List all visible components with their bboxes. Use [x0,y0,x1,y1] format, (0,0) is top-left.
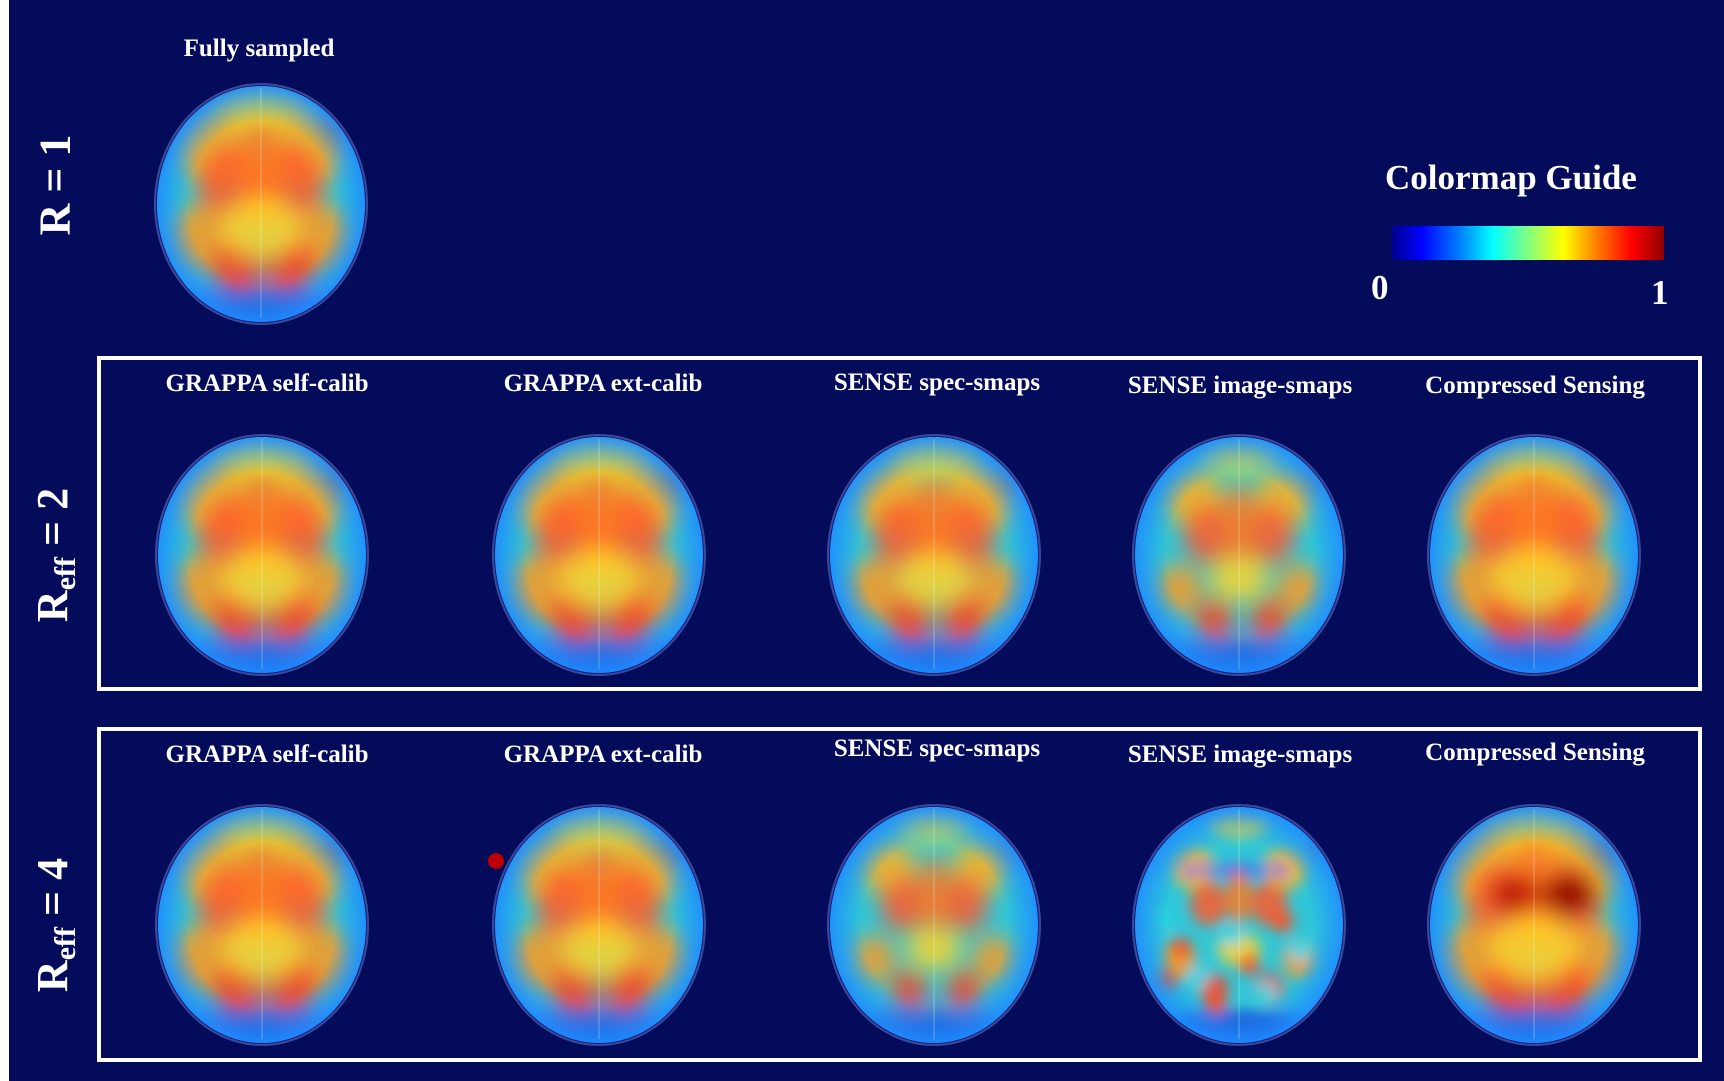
brain-map-fully-sampled [154,83,368,325]
brain-map-sense-spec [827,804,1041,1046]
panel-reff4: GRAPPA self-calib GRAPPA ext-calib SENSE… [97,727,1702,1062]
col-title-compressed-sensing: Compressed Sensing [1425,739,1645,766]
col-title-grappa-self: GRAPPA self-calib [165,741,369,768]
brain-map-sense-spec [827,434,1041,676]
row-label-reff4: Reff = 4 [28,857,82,993]
col-title-sense-image: SENSE image-smaps [1127,741,1353,768]
brain-map-grappa-ext [492,434,706,676]
colormap-bar [1392,226,1664,260]
figure-canvas: R = 1 Fully sampled Colormap Guide 0 1 R… [9,0,1724,1081]
colormap-min-label: 0 [1371,268,1389,307]
brain-map-grappa-ext [488,804,706,1046]
column-title-fully-sampled: Fully sampled [183,35,335,62]
brain-map-grappa-self [155,434,369,676]
brain-map-sense-image [1132,434,1346,676]
col-title-grappa-ext: GRAPPA ext-calib [503,370,703,397]
col-title-sense-spec: SENSE spec-smaps [833,735,1041,762]
brain-map-compressed-sensing [1427,434,1641,676]
col-title-grappa-ext: GRAPPA ext-calib [503,741,703,768]
panel-reff2: GRAPPA self-calib GRAPPA ext-calib SENSE… [97,356,1702,691]
col-title-sense-spec: SENSE spec-smaps [833,369,1041,396]
row-label-reff2: Reff = 2 [28,487,82,623]
brain-map-grappa-self [155,804,369,1046]
brain-map-sense-image [1132,804,1346,1046]
col-title-sense-image: SENSE image-smaps [1127,372,1353,399]
col-title-grappa-self: GRAPPA self-calib [165,370,369,397]
col-title-compressed-sensing: Compressed Sensing [1425,372,1645,399]
brain-map-compressed-sensing [1427,804,1641,1046]
row-label-r1: R = 1 [30,134,80,236]
colormap-title: Colormap Guide [1385,158,1637,197]
colormap-max-label: 1 [1651,273,1669,312]
